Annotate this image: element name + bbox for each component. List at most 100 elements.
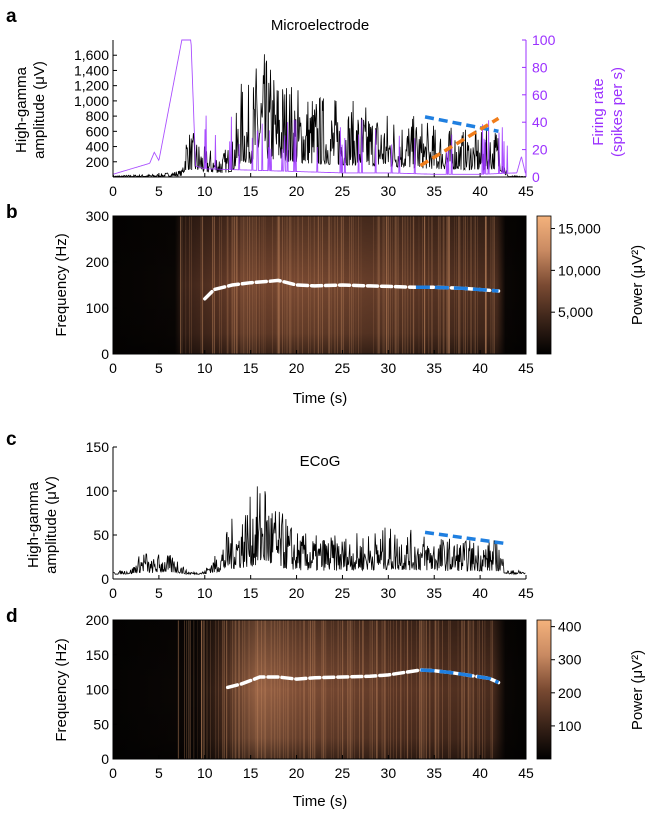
panel-b-blue-segment <box>415 285 499 293</box>
panel-b-colorbar-tick-label: 15,000 <box>558 221 601 237</box>
panel-d-y-tick-label: 50 <box>93 716 109 732</box>
panel-a-y2-tick-label: 0 <box>532 169 540 185</box>
panel-c-x-xtick-label: 35 <box>426 585 442 601</box>
panel-b-x-xtick-label: 40 <box>472 360 488 376</box>
panel-b-x-xtick-label: 25 <box>335 360 351 376</box>
panel-a-x-xtick-label: 5 <box>155 183 163 199</box>
panel-c-x-xtick-label: 10 <box>197 585 213 601</box>
panel-a-y2label-line2: (spikes per s) <box>609 67 626 157</box>
panel-a-y-tick-label: 800 <box>86 108 110 124</box>
panel-a-firing-rate-trace <box>112 39 526 175</box>
panel-d-ylabel: Frequency (Hz) <box>53 638 70 741</box>
panel-a-y-tick-label: 1,400 <box>74 62 109 78</box>
panel-b-ylabel: Frequency (Hz) <box>53 233 70 336</box>
panel-d-x-xtick-label: 10 <box>197 765 213 781</box>
panel-a-y-tick-label: 600 <box>86 123 110 139</box>
panel-b-x-xtick-label: 5 <box>155 360 163 376</box>
panel-a-ticks: 0 5 10 15 20 25 30 35 40 452004006008001,0001,200… <box>74 32 556 199</box>
panel-d-colorbar-tick-label: 300 <box>558 652 582 668</box>
panel-b-colorbar-tick-label: 5,000 <box>558 304 593 320</box>
panel-b-colorbar <box>536 215 552 355</box>
panel-d-colorbar-tick-label: 400 <box>558 619 582 635</box>
panel-a-y2-tick-label: 60 <box>532 87 548 103</box>
panel-a-x-xtick-label: 15 <box>243 183 259 199</box>
panel-a-trend-line-orange <box>419 116 500 168</box>
panel-b-frame <box>112 215 527 355</box>
panel-b-colorbar-tick-label: 10,000 <box>558 262 601 278</box>
panel-b-x-xtick-label: 20 <box>289 360 305 376</box>
panel-d-y-tick-label: 0 <box>101 751 109 767</box>
panel-a-ylabel-line2: amplitude (μV) <box>31 61 48 159</box>
panel-a-x-xtick-label: 25 <box>335 183 351 199</box>
panel-a-y-tick-label: 400 <box>86 139 110 155</box>
panel-d-colorbar-tick-label: 100 <box>558 718 582 734</box>
panel-c-ecog-trace <box>112 486 526 576</box>
panel-c-x-xtick-label: 45 <box>518 585 534 601</box>
panel-d-x-xtick-label: 5 <box>155 765 163 781</box>
panel-d-marks <box>225 668 501 690</box>
panel-d-colorbar-tick-label: 200 <box>558 685 582 701</box>
panel-c-x-xtick-label: 5 <box>155 585 163 601</box>
panel-a-x-xtick-label: 40 <box>472 183 488 199</box>
panel-c-y-tick-label: 150 <box>86 439 110 455</box>
panel-a-y2-tick-label: 100 <box>532 32 556 48</box>
panel-a: a Microelectrode High-gamma amplitude (μ… <box>6 6 626 199</box>
panel-b-y-tick-label: 100 <box>86 300 110 316</box>
panel-b-ticks: 0 5 10 15 20 25 30 35 40 45 0 100 200 300 5,000 10,000 1… <box>86 208 601 376</box>
panel-c-x-xtick-label: 25 <box>335 585 351 601</box>
panel-a-x-xtick-label: 10 <box>197 183 213 199</box>
panel-c-x-xtick-label: 15 <box>243 585 259 601</box>
panel-d-x-xtick-label: 45 <box>518 765 534 781</box>
panel-d-x-xtick-label: 15 <box>243 765 259 781</box>
panel-b-colorbar-label: Power (μV²) <box>629 245 646 325</box>
panel-b-letter: b <box>6 202 18 223</box>
panel-d-y-tick-label: 150 <box>86 647 110 663</box>
panel-b-y-tick-label: 300 <box>86 208 110 224</box>
panel-b-y-tick-label: 200 <box>86 254 110 270</box>
panel-d-y-tick-label: 100 <box>86 682 110 698</box>
panel-a-y-tick-label: 200 <box>86 154 110 170</box>
panel-d-x-xtick-label: 20 <box>289 765 305 781</box>
panel-b-x-xtick-label: 35 <box>426 360 442 376</box>
panel-c-title: ECoG <box>300 453 341 470</box>
panel-c-marks <box>112 486 526 576</box>
panel-c-ylabel-line1: High-gamma <box>25 481 42 568</box>
panel-d-y-tick-label: 200 <box>86 612 110 628</box>
panel-b: b Frequency (Hz) Time (s) Power (μV²) 0 5… <box>6 202 646 407</box>
panel-d-x-xtick-label: 30 <box>381 765 397 781</box>
panel-c: c ECoG High-gamma amplitude (μV) 0 5 10 15 2… <box>6 429 534 601</box>
panel-a-marks <box>112 39 526 178</box>
panel-c-ticks: 0 5 10 15 20 25 30 35 40 45 0 50 100 150 <box>86 439 534 601</box>
panel-d-x-xtick-label: 0 <box>109 765 117 781</box>
panel-d-ticks: 0 5 10 15 20 25 30 35 40 45 0 50 100 150 200 100 200 300 4… <box>86 612 582 781</box>
panel-b-marks <box>203 278 501 301</box>
panel-c-ylabel-line2: amplitude (μV) <box>43 476 60 574</box>
panel-c-y-tick-label: 100 <box>86 483 110 499</box>
panel-c-y-tick-label: 0 <box>101 571 109 587</box>
panel-b-x-xtick-label: 10 <box>197 360 213 376</box>
panel-d-spectrogram-shade <box>113 620 526 759</box>
panel-b-y-tick-label: 0 <box>101 346 109 362</box>
panel-a-y2-tick-label: 40 <box>532 114 548 130</box>
panel-d-stripes <box>177 620 493 759</box>
panel-a-ylabel-line1: High-gamma <box>13 66 30 153</box>
panel-a-y2-tick-label: 20 <box>532 142 548 158</box>
panel-a-title: Microelectrode <box>271 17 369 34</box>
panel-a-trend-line-blue <box>424 115 499 134</box>
panel-a-x-xtick-label: 45 <box>518 183 534 199</box>
panel-c-x-xtick-label: 20 <box>289 585 305 601</box>
panel-d-x-xtick-label: 40 <box>472 765 488 781</box>
panel-b-x-xtick-label: 30 <box>381 360 397 376</box>
panel-b-x-xtick-label: 15 <box>243 360 259 376</box>
panel-d-x-xtick-label: 25 <box>335 765 351 781</box>
panel-c-y-tick-label: 50 <box>93 527 109 543</box>
panel-d-colorbar <box>536 619 552 760</box>
panel-c-x-xtick-label: 40 <box>472 585 488 601</box>
panel-d-xlabel: Time (s) <box>293 793 347 810</box>
panel-a-x-xtick-label: 20 <box>289 183 305 199</box>
panel-b-x-xtick-label: 0 <box>109 360 117 376</box>
panel-b-x-xtick-label: 45 <box>518 360 534 376</box>
panel-d-blue-segment <box>420 668 500 685</box>
panel-d-colorbar-label: Power (μV²) <box>629 650 646 730</box>
